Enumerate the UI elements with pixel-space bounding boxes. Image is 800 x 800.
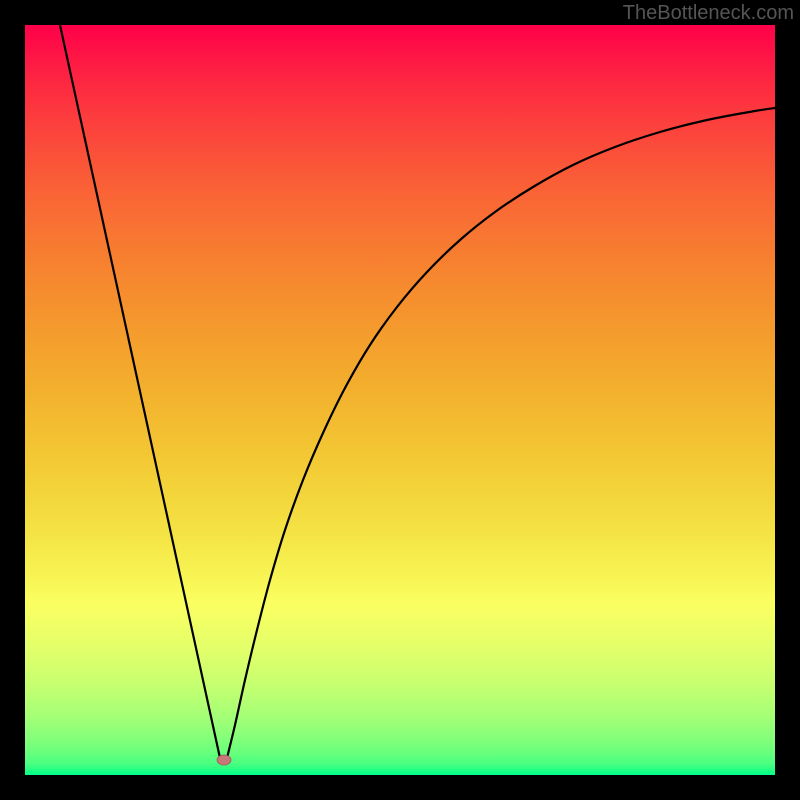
plot-area <box>25 25 775 775</box>
chart-container: TheBottleneck.com <box>0 0 800 800</box>
border-right <box>775 0 800 800</box>
border-left <box>0 0 25 800</box>
watermark-text: TheBottleneck.com <box>623 2 794 25</box>
border-bottom <box>0 775 800 800</box>
left-descending-line <box>60 25 220 758</box>
curve-layer <box>25 25 775 775</box>
right-ascending-curve <box>227 108 775 758</box>
minimum-marker <box>217 755 231 765</box>
